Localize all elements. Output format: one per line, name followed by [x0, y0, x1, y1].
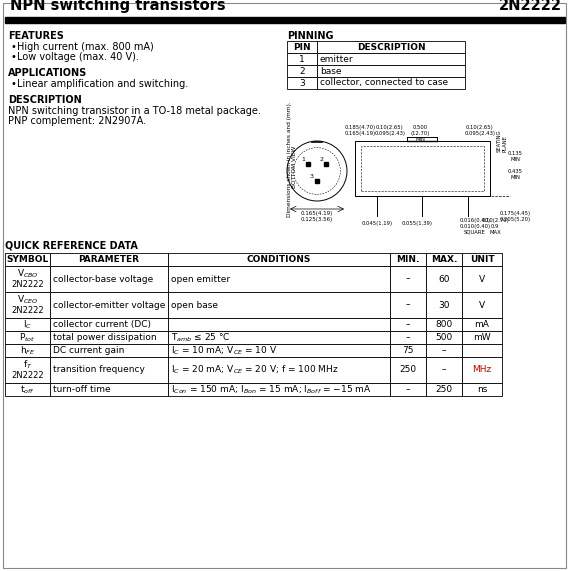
Bar — [287, 77, 317, 89]
Text: QUICK REFERENCE DATA: QUICK REFERENCE DATA — [5, 240, 138, 250]
Bar — [317, 53, 465, 65]
Bar — [390, 292, 426, 318]
Text: PARAMETER: PARAMETER — [78, 255, 140, 264]
Text: 0.055(1.39): 0.055(1.39) — [402, 221, 432, 226]
Text: •: • — [11, 79, 17, 89]
Bar — [5, 266, 50, 292]
Text: –: – — [406, 275, 410, 283]
Text: mA: mA — [475, 320, 490, 329]
Bar — [317, 77, 465, 89]
Text: PIN: PIN — [293, 42, 311, 51]
Bar — [5, 344, 50, 357]
Bar — [50, 383, 168, 396]
Text: 2N2222: 2N2222 — [11, 371, 44, 380]
Text: I$_{Con}$ = 150 mA; I$_{Bon}$ = 15 mA; I$_{Boff}$ = −15 mA: I$_{Con}$ = 150 mA; I$_{Bon}$ = 15 mA; I… — [171, 383, 371, 396]
Bar — [168, 292, 390, 318]
Text: 75: 75 — [402, 346, 414, 355]
Bar — [462, 318, 502, 331]
Text: BOTTOM VIEW: BOTTOM VIEW — [292, 146, 297, 188]
Bar — [390, 318, 426, 331]
Text: mW: mW — [473, 333, 491, 342]
Text: collector current (DC): collector current (DC) — [53, 320, 151, 329]
Text: 1: 1 — [301, 157, 305, 162]
Bar — [5, 357, 50, 383]
Text: •: • — [11, 52, 17, 62]
Text: 0.016(0.40)
0.010(0.40)
SQUARE: 0.016(0.40) 0.010(0.40) SQUARE — [459, 218, 491, 235]
Text: –: – — [406, 300, 410, 309]
Text: 2: 2 — [299, 66, 305, 75]
Bar — [50, 318, 168, 331]
Text: High current (max. 800 mA): High current (max. 800 mA) — [17, 42, 154, 52]
Text: 0.10(2.65)
0.095(2.43): 0.10(2.65) 0.095(2.43) — [464, 125, 495, 136]
Bar — [168, 318, 390, 331]
Bar — [426, 357, 462, 383]
Bar — [5, 318, 50, 331]
Text: V$_{CEO}$: V$_{CEO}$ — [17, 293, 38, 306]
Bar — [324, 162, 328, 166]
Text: –: – — [442, 365, 446, 375]
Text: I$_C$ = 20 mA; V$_{CE}$ = 20 V; f = 100 MHz: I$_C$ = 20 mA; V$_{CE}$ = 20 V; f = 100 … — [171, 364, 339, 376]
Text: h$_{FE}$: h$_{FE}$ — [20, 344, 35, 357]
Bar — [355, 141, 490, 196]
Bar — [426, 318, 462, 331]
Text: Linear amplification and switching.: Linear amplification and switching. — [17, 79, 188, 89]
Text: V$_{CBO}$: V$_{CBO}$ — [17, 268, 38, 280]
Bar — [315, 179, 319, 183]
Text: SEATING
PLANE: SEATING PLANE — [497, 129, 508, 151]
Text: MHz: MHz — [472, 365, 491, 375]
Text: –: – — [406, 333, 410, 342]
Bar — [50, 344, 168, 357]
Bar — [5, 17, 565, 23]
Text: NPN switching transistor in a TO-18 metal package.: NPN switching transistor in a TO-18 meta… — [8, 106, 261, 116]
Bar — [426, 266, 462, 292]
Text: PINNING: PINNING — [287, 31, 333, 41]
Text: 0.135
MIN: 0.135 MIN — [507, 151, 522, 162]
Text: emitter: emitter — [320, 54, 353, 63]
Text: open base: open base — [171, 300, 218, 309]
Text: 2N2222: 2N2222 — [499, 0, 562, 13]
Text: 3: 3 — [299, 78, 305, 87]
Bar — [168, 344, 390, 357]
Text: NPN switching transistors: NPN switching transistors — [10, 0, 225, 13]
Bar — [426, 383, 462, 396]
Text: FEATURES: FEATURES — [8, 31, 64, 41]
Bar — [317, 41, 465, 53]
Bar — [462, 292, 502, 318]
Text: 0.165(4.19)
0.125(3.56): 0.165(4.19) 0.125(3.56) — [301, 211, 333, 222]
Text: UNIT: UNIT — [470, 255, 494, 264]
Text: collector, connected to case: collector, connected to case — [320, 78, 448, 87]
Text: base: base — [320, 66, 341, 75]
Bar — [390, 266, 426, 292]
Bar — [168, 331, 390, 344]
Text: 500: 500 — [435, 333, 452, 342]
Text: turn-off time: turn-off time — [53, 385, 110, 394]
Bar — [5, 292, 50, 318]
Bar — [462, 344, 502, 357]
Bar — [5, 253, 50, 266]
Bar — [287, 53, 317, 65]
Text: Dimensions shown in inches and (mm).: Dimensions shown in inches and (mm). — [287, 101, 292, 217]
Text: DESCRIPTION: DESCRIPTION — [8, 95, 82, 105]
Text: 0.10(2.70)
0.9
MAX: 0.10(2.70) 0.9 MAX — [481, 218, 509, 235]
Text: 250: 250 — [399, 365, 416, 375]
Bar — [390, 253, 426, 266]
Text: •: • — [11, 42, 17, 52]
Text: 1: 1 — [299, 54, 305, 63]
Text: Low voltage (max. 40 V).: Low voltage (max. 40 V). — [17, 52, 139, 62]
Text: 3: 3 — [310, 174, 314, 179]
Text: collector-base voltage: collector-base voltage — [53, 275, 153, 283]
Text: I$_C$: I$_C$ — [23, 318, 32, 331]
Bar — [462, 357, 502, 383]
Text: V: V — [479, 300, 485, 309]
Bar — [287, 41, 317, 53]
Bar — [5, 383, 50, 396]
Bar — [390, 344, 426, 357]
Text: DESCRIPTION: DESCRIPTION — [357, 42, 426, 51]
Text: –: – — [406, 385, 410, 394]
Bar — [426, 292, 462, 318]
Text: I$_C$ = 10 mA; V$_{CE}$ = 10 V: I$_C$ = 10 mA; V$_{CE}$ = 10 V — [171, 344, 277, 357]
Text: 0.10(2.65)
0.095(2.43): 0.10(2.65) 0.095(2.43) — [375, 125, 406, 136]
Text: 2N2222: 2N2222 — [11, 280, 44, 289]
Text: 0.500
(12.70)
MIN: 0.500 (12.70) MIN — [410, 125, 430, 142]
Text: V: V — [479, 275, 485, 283]
